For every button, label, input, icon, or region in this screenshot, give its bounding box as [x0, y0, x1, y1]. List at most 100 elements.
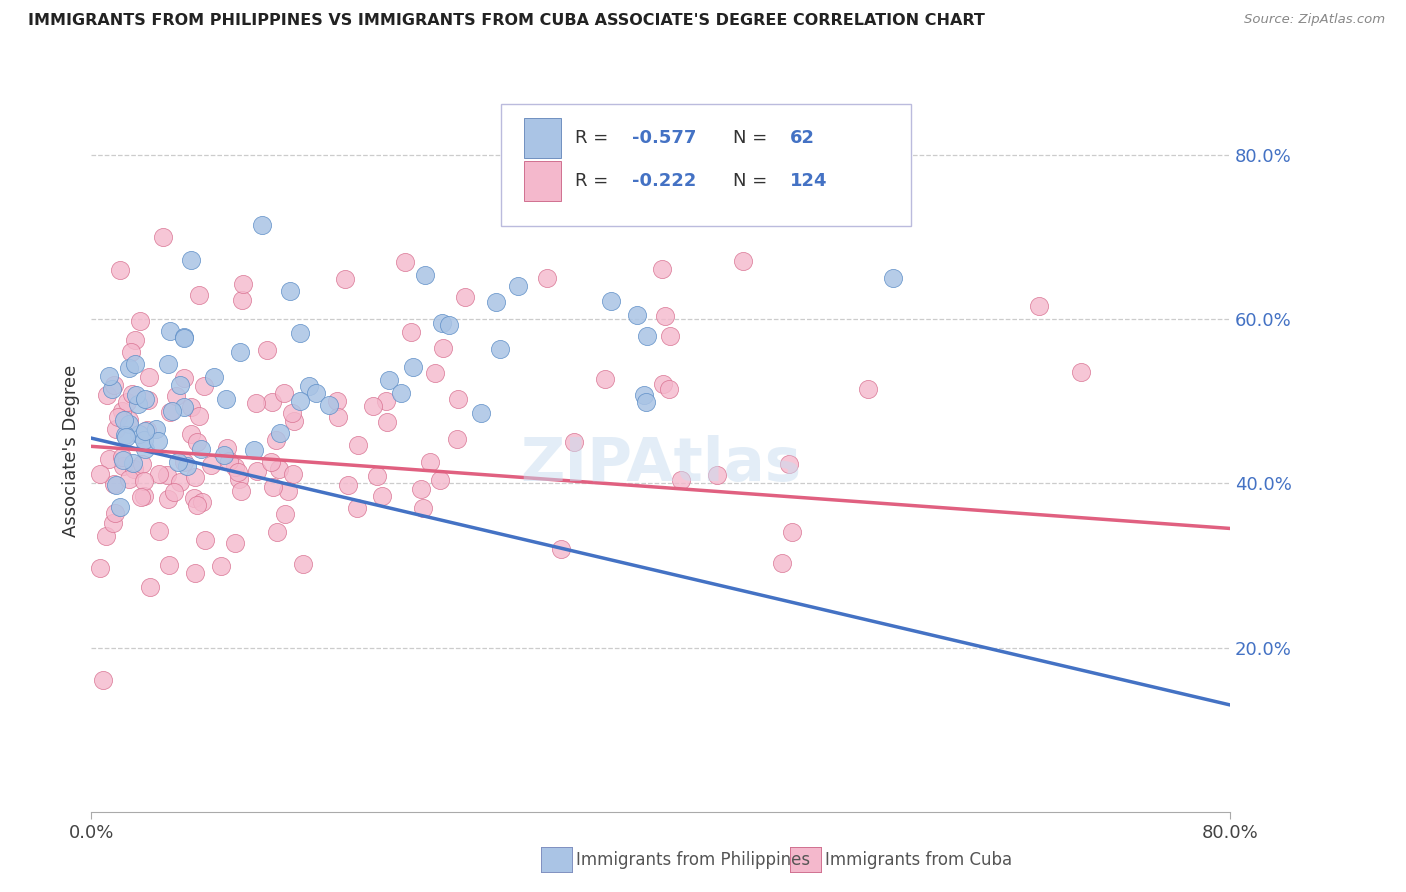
Point	[550, 542, 572, 557]
Point	[135, 423, 157, 437]
Point	[120, 345, 142, 359]
Point	[215, 392, 238, 406]
Point	[176, 458, 198, 473]
Point	[128, 314, 150, 328]
Point	[266, 433, 288, 447]
Text: N =: N =	[733, 129, 772, 147]
Point	[114, 428, 136, 442]
Point	[152, 230, 174, 244]
Point	[186, 434, 208, 449]
Point	[246, 464, 269, 478]
Point	[217, 441, 239, 455]
Point	[127, 397, 149, 411]
Point	[292, 557, 315, 571]
Point	[156, 491, 179, 506]
Point	[562, 434, 585, 449]
Point	[447, 392, 470, 406]
Point	[288, 393, 311, 408]
Point	[124, 462, 146, 476]
Point	[347, 438, 370, 452]
Point	[184, 469, 207, 483]
Point	[886, 209, 908, 223]
Point	[281, 467, 304, 481]
Point	[375, 393, 398, 408]
Point	[278, 284, 301, 298]
Point	[378, 373, 401, 387]
Point	[128, 427, 150, 442]
Point	[124, 357, 146, 371]
Point	[190, 442, 212, 457]
Point	[118, 360, 141, 375]
Point	[134, 475, 156, 489]
Point	[305, 385, 328, 400]
Point	[139, 580, 162, 594]
Point	[186, 498, 208, 512]
Point	[399, 325, 422, 339]
Text: 124: 124	[790, 172, 827, 190]
Point	[103, 477, 125, 491]
Point	[636, 328, 658, 343]
Point	[103, 378, 125, 392]
Point	[780, 524, 803, 539]
Point	[298, 378, 321, 392]
Point	[375, 415, 398, 429]
Point	[346, 500, 368, 515]
Text: IMMIGRANTS FROM PHILIPPINES VS IMMIGRANTS FROM CUBA ASSOCIATE'S DEGREE CORRELATI: IMMIGRANTS FROM PHILIPPINES VS IMMIGRANT…	[28, 13, 986, 29]
Text: Immigrants from Cuba: Immigrants from Cuba	[825, 851, 1012, 869]
Point	[173, 331, 195, 345]
Point	[231, 293, 253, 308]
Text: -0.222: -0.222	[633, 172, 697, 190]
Point	[267, 462, 290, 476]
Point	[118, 413, 141, 427]
Point	[218, 454, 240, 468]
Point	[103, 516, 125, 531]
Point	[432, 316, 454, 330]
Point	[243, 442, 266, 457]
Point	[104, 506, 127, 520]
Point	[117, 395, 139, 409]
Point	[658, 328, 681, 343]
FancyBboxPatch shape	[502, 103, 911, 227]
Text: Source: ZipAtlas.com: Source: ZipAtlas.com	[1244, 13, 1385, 27]
Text: N =: N =	[733, 172, 772, 190]
Point	[489, 343, 512, 357]
Point	[131, 457, 153, 471]
Point	[96, 388, 118, 402]
Point	[94, 529, 117, 543]
Point	[229, 484, 252, 499]
Point	[112, 458, 135, 473]
Point	[121, 387, 143, 401]
Point	[173, 330, 195, 344]
Point	[183, 491, 205, 506]
Point	[595, 372, 617, 386]
Text: -0.577: -0.577	[633, 129, 697, 147]
Point	[122, 456, 145, 470]
Point	[262, 479, 284, 493]
Point	[626, 308, 648, 322]
Point	[778, 457, 800, 471]
Point	[536, 271, 558, 285]
Point	[318, 398, 340, 412]
Point	[224, 459, 246, 474]
Point	[1070, 365, 1092, 379]
Point	[187, 287, 209, 301]
Point	[159, 324, 181, 338]
Point	[173, 400, 195, 414]
Point	[156, 468, 179, 483]
Point	[335, 272, 357, 286]
Point	[212, 448, 235, 462]
Point	[326, 409, 349, 424]
Point	[148, 524, 170, 539]
Point	[114, 430, 136, 444]
Point	[169, 475, 191, 489]
Point	[160, 403, 183, 417]
Point	[470, 406, 492, 420]
Point	[118, 417, 141, 431]
Point	[148, 434, 170, 448]
Point	[108, 500, 131, 514]
Point	[148, 467, 170, 481]
Point	[136, 393, 159, 408]
Point	[173, 371, 195, 385]
Point	[194, 533, 217, 548]
Point	[100, 382, 122, 396]
